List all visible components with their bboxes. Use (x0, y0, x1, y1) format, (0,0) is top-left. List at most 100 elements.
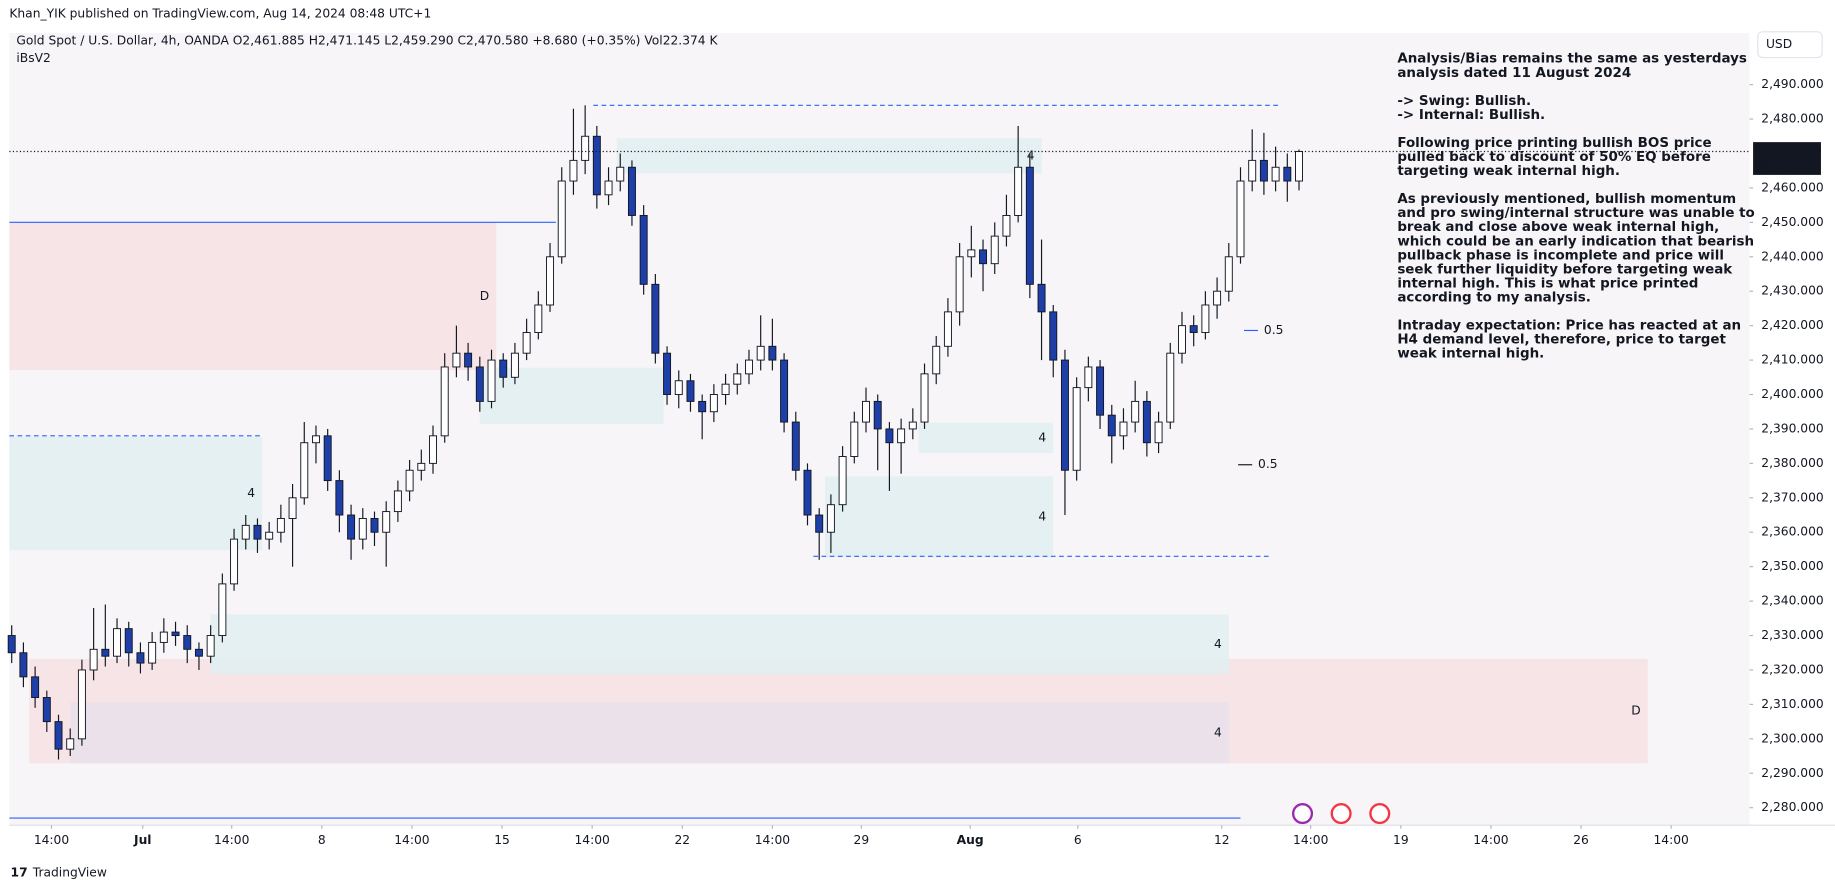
publisher: Khan_YIK published on TradingView.com, A… (9, 7, 431, 21)
candle-body (1283, 166, 1292, 182)
zone (918, 422, 1054, 454)
event-icon[interactable] (1330, 803, 1352, 825)
note-line: which could be an early indication that … (1397, 234, 1754, 249)
price-tag (1753, 142, 1821, 175)
x-tick-label: 15 (494, 833, 510, 847)
price-tag-label: 2,470.580 (1752, 143, 1821, 157)
zone-label: D (1631, 704, 1640, 718)
zone-label: 4 (1027, 148, 1035, 162)
event-icon[interactable] (1369, 803, 1391, 825)
candle-body (1025, 166, 1034, 285)
note-line: pullback phase is incomplete and price w… (1397, 248, 1724, 263)
candle-body (546, 256, 555, 306)
candle-body (745, 359, 753, 375)
note-line: break and close above weak internal high… (1397, 220, 1719, 235)
candle-body (674, 380, 683, 395)
candle-body (627, 166, 636, 216)
candle-body (803, 469, 812, 516)
candle-body (651, 283, 660, 354)
candle-body (171, 631, 180, 637)
candle-body (206, 635, 215, 657)
logo-mark: 17 (11, 866, 28, 880)
y-tick-label: 2,330.000 (1761, 628, 1823, 642)
y-tick-label: 2,440.000 (1761, 249, 1823, 263)
candle-body (979, 249, 988, 265)
candle-body (1259, 159, 1268, 182)
y-tick-label: 2,380.000 (1761, 456, 1823, 470)
candle-body (815, 514, 824, 533)
zone (825, 476, 1054, 558)
x-tick-label: 22 (674, 833, 690, 847)
candle-body (522, 332, 531, 354)
y-tick-label: 2,280.000 (1761, 800, 1823, 814)
footer-brand: TradingView (32, 866, 107, 880)
zone-label: D (480, 289, 489, 303)
candle-body (920, 373, 929, 423)
candle-body (686, 380, 695, 402)
candle-body (370, 517, 379, 533)
note-line: analysis dated 11 August 2024 (1397, 66, 1631, 81)
candle-body (253, 524, 262, 540)
y-tick-label: 2,290.000 (1761, 766, 1823, 780)
candle-body (311, 435, 320, 444)
candle-body (429, 435, 437, 464)
candle-body (358, 517, 367, 540)
candle-body (1178, 325, 1186, 354)
currency[interactable]: USD (1766, 37, 1792, 51)
candle-body (1084, 366, 1093, 389)
candle-body (897, 428, 906, 444)
note-line: H4 demand level, therefore, price to tar… (1397, 333, 1726, 348)
y-tick-label: 2,390.000 (1761, 421, 1823, 435)
candle-body (323, 435, 332, 482)
y-tick-label: 2,450.000 (1761, 215, 1823, 229)
candle-body (604, 180, 613, 196)
currency-button[interactable] (1757, 31, 1823, 59)
candle-body (276, 517, 285, 533)
candle-body (1072, 387, 1081, 471)
note-line: Analysis/Bias remains the same as yester… (1397, 52, 1747, 67)
countdown: 01:11:56 (1759, 158, 1814, 172)
zone-label: 4 (1038, 509, 1046, 523)
note-line: internal high. This is what price printe… (1397, 276, 1698, 291)
zone (9, 436, 263, 551)
event-icon[interactable] (1291, 803, 1314, 825)
candle-body (89, 648, 98, 671)
x-tick-label: 14:00 (214, 833, 249, 847)
y-tick-label: 2,460.000 (1761, 180, 1823, 194)
candle-body (1119, 421, 1128, 437)
candle-body (862, 400, 870, 423)
y-tick-label: 2,410.000 (1761, 353, 1823, 367)
note-line: pulled back to discount of 50% EQ before (1397, 150, 1711, 165)
candle-body (1224, 256, 1233, 292)
candle-body (826, 504, 835, 533)
fib-label: 0.5 (1264, 323, 1284, 337)
y-tick-label: 2,430.000 (1761, 284, 1823, 298)
candle-body (510, 352, 519, 378)
candle-body (569, 159, 578, 182)
candle-body (885, 428, 894, 444)
candle-body (1131, 400, 1140, 423)
candle-body (1189, 325, 1198, 334)
candle-body (581, 135, 590, 161)
candle-body (300, 442, 309, 499)
candle-body (1154, 421, 1163, 444)
x-tick-label: 6 (1074, 833, 1082, 847)
candle-body (487, 359, 496, 402)
candle-body (1236, 180, 1245, 258)
zone (9, 222, 497, 371)
x-tick-label: 14:00 (574, 833, 609, 847)
candle-body (1060, 359, 1069, 471)
candle-body (850, 421, 859, 457)
x-tick-label: 8 (318, 833, 326, 847)
x-tick-label: Jul (133, 833, 152, 847)
candle-body (780, 359, 789, 423)
x-tick-label: 14:00 (34, 833, 69, 847)
zone (616, 138, 1042, 174)
candle-body (452, 352, 461, 368)
note-line: -> Internal: Bullish. (1397, 108, 1545, 123)
candle-body (218, 583, 227, 637)
candle-body (967, 249, 976, 258)
y-tick-label: 2,320.000 (1761, 662, 1823, 676)
